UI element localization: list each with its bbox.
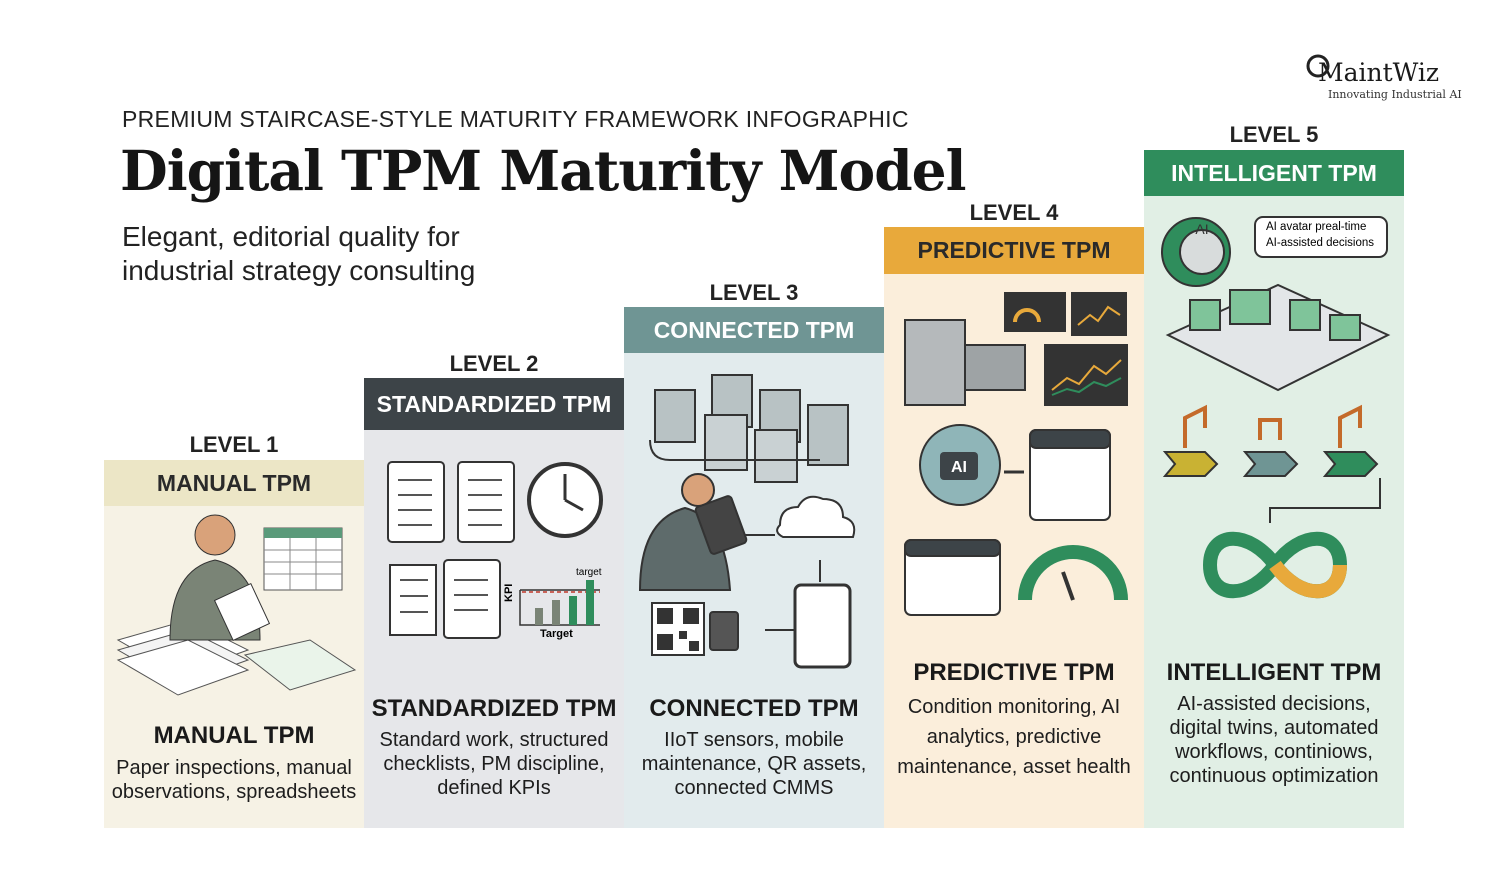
speech-bubble-text: AI avatar preal-time [1266,221,1366,233]
level-description: Standard work, structured checklists, PM… [379,729,609,799]
level-description: Condition monitoring, AI analytics, pred… [897,696,1131,778]
level-label: LEVEL 1 [189,432,279,457]
level-banner: STANDARDIZED TPM [364,378,624,430]
logo-tagline: Innovating Industrial AI [1328,88,1462,101]
level-banner: INTELLIGENT TPM [1144,150,1404,196]
level-label: LEVEL 5 [1229,122,1319,147]
title: Digital TPM Maturity Model [120,138,967,203]
avatar-label: AI [1195,221,1208,237]
level-description: AI-assisted decisions, digital twins, au… [1169,693,1379,787]
level-heading: INTELLIGENT TPM [1166,659,1382,686]
level-heading: MANUAL TPM [153,722,315,749]
logo-name: MaintWiz [1318,58,1440,87]
manual-illustration [116,514,357,696]
intelligent-illustration [1161,216,1391,599]
level-banner: MANUAL TPM [104,460,364,506]
predictive-illustration [904,292,1128,616]
level-heading: CONNECTED TPM [649,695,859,722]
level-description: Paper inspections, manual observations, … [111,757,357,803]
standardized-illustration [387,461,603,639]
level-label: LEVEL 4 [969,200,1059,225]
chart-axis-label: KPI [503,584,515,602]
speech-bubble-text: AI-assisted decisions [1266,237,1374,249]
level-label: LEVEL 2 [449,351,539,376]
level-heading: PREDICTIVE TPM [913,659,1115,686]
logo-gear [1306,54,1330,78]
connected-illustration [638,374,856,669]
chart-label: target [576,567,602,578]
level-banner: PREDICTIVE TPM [884,227,1144,274]
level-heading: STANDARDIZED TPM [371,695,617,722]
eyebrow: PREMIUM STAIRCASE-STYLE MATURITY FRAMEWO… [122,106,909,132]
level-banner: CONNECTED TPM [624,307,884,353]
subtitle: Elegant, editorial quality for industria… [122,221,476,286]
level-label: LEVEL 3 [709,280,799,305]
level-description: IIoT sensors, mobile maintenance, QR ass… [641,729,867,799]
ai-chip-label: AI [951,459,967,476]
chart-axis-label: Target [540,628,573,640]
